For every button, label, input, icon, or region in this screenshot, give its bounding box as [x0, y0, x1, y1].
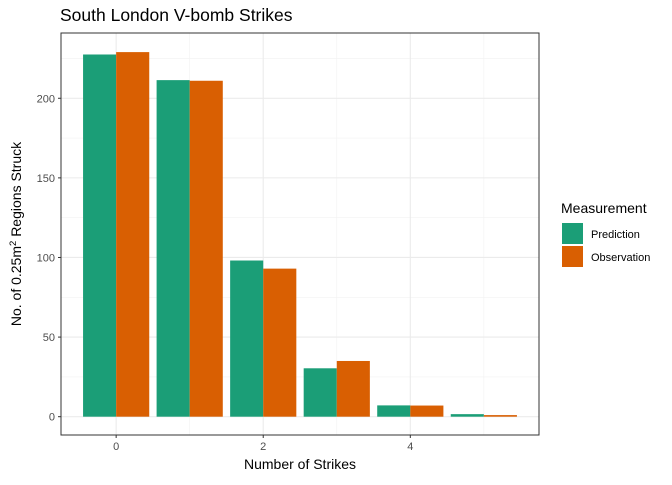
x-tick-label: 4 [407, 441, 413, 453]
panel-border [60, 32, 540, 436]
bar-prediction-4 [377, 405, 411, 417]
bar-observation-4 [410, 405, 444, 417]
y-tick-label: 50 [43, 332, 55, 344]
bar-prediction-2 [230, 260, 264, 417]
bar-observation-2 [263, 268, 297, 417]
legend: Measurement Prediction Observation [561, 200, 650, 267]
bars [83, 52, 517, 417]
y-tick-label: 0 [49, 412, 55, 424]
y-tick-label: 100 [37, 252, 55, 264]
legend-key-observation [562, 246, 583, 267]
bar-observation-3 [336, 360, 370, 417]
bar-observation-5 [483, 415, 517, 417]
bar-observation-1 [189, 80, 223, 417]
y-axis: 0 50 100 150 200 [37, 93, 61, 424]
bar-observation-0 [116, 52, 150, 417]
y-axis-title-suffix: Regions Struck [8, 141, 24, 241]
legend-key-prediction [562, 223, 583, 244]
y-axis-title-superscript: 2 [8, 241, 19, 246]
bar-prediction-3 [303, 368, 337, 417]
bar-prediction-5 [450, 414, 484, 417]
legend-title: Measurement [561, 200, 647, 216]
x-axis: 0 2 4 [113, 435, 413, 453]
bar-prediction-0 [83, 54, 117, 417]
x-tick-label: 0 [113, 441, 119, 453]
y-tick-label: 200 [37, 93, 55, 105]
bar-prediction-1 [156, 80, 190, 417]
x-tick-label: 2 [260, 441, 266, 453]
chart-title: South London V-bomb Strikes [60, 5, 293, 25]
legend-label-prediction: Prediction [591, 229, 640, 241]
y-tick-label: 150 [37, 173, 55, 185]
legend-label-observation: Observation [591, 252, 650, 264]
x-axis-title: Number of Strikes [244, 456, 356, 472]
y-axis-title-prefix: No. of 0.25m [8, 246, 24, 326]
y-axis-title: No. of 0.25m2 Regions Struck [8, 141, 25, 326]
